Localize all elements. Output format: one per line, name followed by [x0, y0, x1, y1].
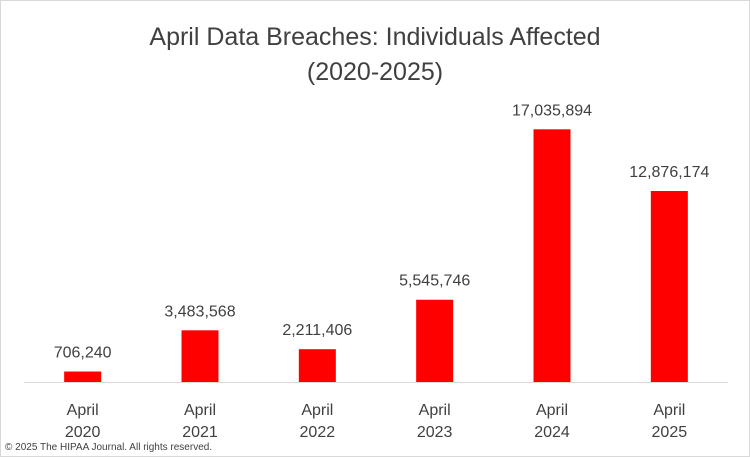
x-tick-label: April	[419, 402, 451, 419]
x-tick-label: 2025	[652, 424, 688, 441]
bar	[650, 191, 688, 382]
chart-title-line-2: (2020-2025)	[306, 58, 444, 86]
x-tick-label: 2021	[182, 424, 218, 441]
data-label: 2,211,406	[282, 322, 352, 339]
x-tick-label: April	[184, 402, 216, 419]
x-tick-label: April	[67, 402, 99, 419]
bar	[298, 349, 336, 382]
x-tick-label: 2020	[65, 424, 101, 441]
bar	[533, 129, 571, 382]
bar	[64, 371, 102, 382]
x-tick-label: April	[536, 402, 568, 419]
x-tick-label: 2022	[300, 424, 336, 441]
data-label: 706,240	[54, 345, 112, 362]
x-tick-label: April	[653, 402, 685, 419]
data-label: 12,876,174	[629, 164, 709, 181]
data-label: 17,035,894	[512, 102, 592, 119]
copyright-notice: © 2025 The HIPAA Journal. All rights res…	[5, 442, 213, 453]
x-tick-label: 2023	[417, 424, 453, 441]
chart-title: April Data Breaches: Individuals Affecte…	[0, 20, 750, 90]
x-tick-label: April	[301, 402, 333, 419]
data-label: 5,545,746	[399, 273, 470, 290]
bar	[181, 330, 219, 382]
chart-title-line-1: April Data Breaches: Individuals Affecte…	[149, 23, 601, 51]
bar	[416, 299, 454, 382]
data-label: 3,483,568	[164, 303, 235, 320]
x-tick-label: 2024	[534, 424, 570, 441]
